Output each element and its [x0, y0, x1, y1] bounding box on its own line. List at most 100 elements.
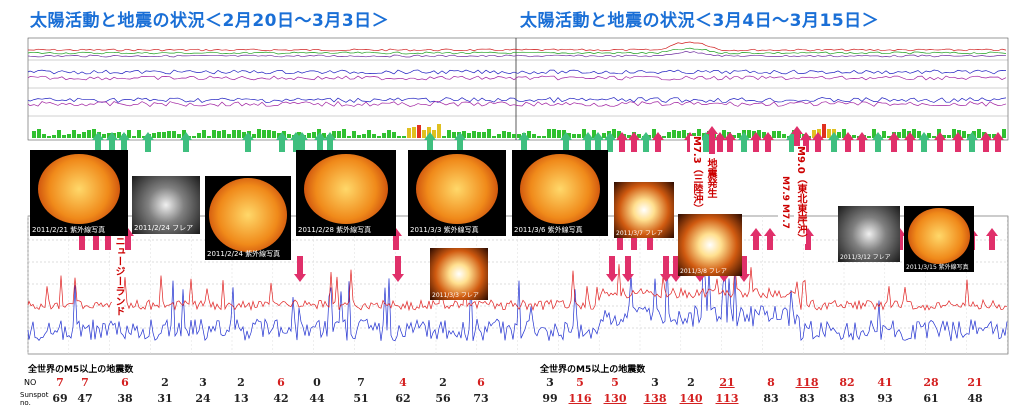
index-bar: [252, 134, 256, 138]
arrow: [276, 132, 288, 152]
index-bar: [682, 130, 686, 138]
index-bar: [42, 134, 46, 138]
index-bar: [552, 129, 556, 138]
table-cell: 93: [877, 392, 893, 405]
table-cell: 140: [679, 392, 703, 405]
index-bar: [47, 136, 51, 138]
table-cell: 6: [121, 376, 129, 389]
index-bar: [267, 130, 271, 138]
table-cell: 2: [439, 376, 447, 389]
index-bar: [197, 133, 201, 138]
photo-sun-0306: 2011/3/6 紫外線写真: [512, 150, 608, 236]
index-bar: [867, 136, 871, 138]
table-cell: 13: [233, 392, 249, 405]
arrow: [992, 132, 1004, 152]
index-bar: [497, 134, 501, 138]
photo-caption: 2011/3/6 紫外線写真: [514, 226, 583, 234]
index-bar: [417, 125, 421, 138]
table-cell: 41: [877, 376, 893, 389]
table-cell: 5: [611, 376, 619, 389]
index-bar: [307, 133, 311, 138]
index-bar: [232, 130, 236, 138]
arrow: [828, 132, 840, 152]
table-cell: 69: [52, 392, 68, 405]
arrow: [142, 132, 154, 152]
table-cell: 116: [568, 392, 592, 405]
annotation-m73: M7.3（三陸沖）: [690, 136, 702, 214]
index-bar: [282, 131, 286, 138]
table-cell: 2: [687, 376, 695, 389]
index-bar: [462, 131, 466, 138]
index-bar: [442, 136, 446, 138]
table-cell: 0: [313, 376, 321, 389]
index-bar: [652, 129, 656, 138]
index-bar: [277, 133, 281, 138]
xray-long-wavelength-line: [27, 264, 1008, 312]
earthquake-count-row: 7 7 6 2 3 2 6 0 7 4 2 6 3 5 5 3 2 21 8 118 82 41 28 21: [0, 376, 1024, 390]
photo-sun-0315: 2011/3/15 紫外線写真: [904, 206, 974, 272]
arrow: [604, 132, 616, 152]
index-bar: [887, 136, 891, 138]
table-cell: 8: [767, 376, 775, 389]
table-cell: 83: [763, 392, 779, 405]
index-bar: [562, 130, 566, 138]
index-bar: [367, 130, 371, 138]
index-bar: [927, 133, 931, 138]
index-bar: [447, 130, 451, 138]
title-left: 太陽活動と地震の状況＜2月20日～3月3日＞: [30, 11, 390, 31]
arrow: [762, 132, 774, 152]
index-bar: [177, 134, 181, 138]
index-bar: [387, 130, 391, 138]
index-bar: [567, 133, 571, 138]
table-cell: 7: [81, 376, 89, 389]
index-bar: [732, 135, 736, 138]
table-cell: 31: [157, 392, 173, 405]
photo-caption: 2011/2/24 フレア: [134, 224, 194, 232]
index-bar: [992, 134, 996, 138]
arrow: [180, 132, 192, 152]
table-cell: 44: [309, 392, 325, 405]
photo-caption: 2011/3/15 紫外線写真: [906, 264, 969, 271]
index-bar: [477, 132, 481, 138]
trace-line: [27, 69, 1007, 75]
index-bar: [412, 127, 416, 138]
photo-caption: 2011/3/3 紫外線写真: [410, 226, 479, 234]
no-row-label: NO: [24, 378, 37, 387]
index-bar: [157, 132, 161, 138]
index-bar: [352, 131, 356, 138]
index-bar: [437, 124, 441, 138]
arrow: [888, 132, 900, 152]
table-cell: 2: [161, 376, 169, 389]
index-bar: [57, 130, 61, 138]
index-bar: [212, 130, 216, 138]
index-bar: [592, 130, 596, 138]
arrow: [724, 132, 736, 152]
index-bar: [777, 131, 781, 138]
index-bar: [517, 134, 521, 138]
index-bar: [422, 130, 426, 138]
table-cell: 56: [435, 392, 451, 405]
index-bar: [162, 132, 166, 138]
index-bar: [842, 129, 846, 138]
arrow: [764, 228, 776, 250]
index-bar: [67, 134, 71, 138]
index-bar: [487, 129, 491, 138]
photo-caption: 2011/3/12 フレア: [840, 254, 891, 261]
index-bar: [202, 130, 206, 138]
index-bar: [612, 129, 616, 138]
index-bar: [272, 131, 276, 138]
table-cell: 83: [839, 392, 855, 405]
photo-flare-0308: 2011/3/8 フレア: [678, 214, 742, 276]
index-bar: [82, 132, 86, 138]
index-bar: [52, 135, 56, 138]
index-bar: [182, 130, 186, 138]
arrow: [622, 256, 634, 282]
photo-flare-0307: 2011/3/7 フレア: [614, 182, 674, 238]
index-bar: [917, 131, 921, 138]
trace-line: [28, 41, 1007, 52]
photo-caption: 2011/3/3 フレア: [432, 292, 479, 299]
arrow: [640, 132, 652, 152]
arrow: [812, 132, 824, 152]
index-bar: [912, 129, 916, 138]
photo-sun-0224: 2011/2/24 紫外線写真: [205, 176, 291, 260]
